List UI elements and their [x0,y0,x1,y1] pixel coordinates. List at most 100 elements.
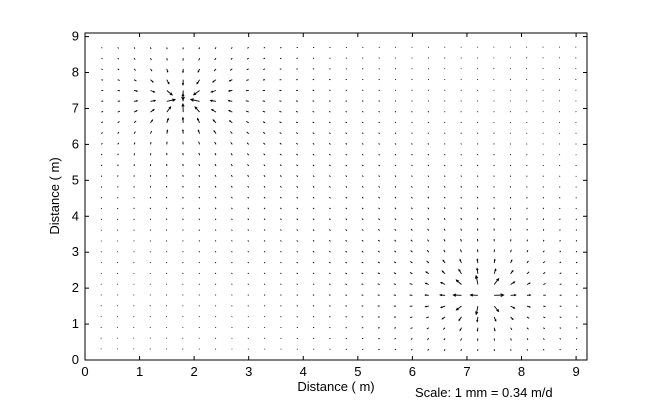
flow-arrow [295,110,298,113]
flow-arrow [133,326,135,329]
flow-arrow [427,348,430,351]
flow-arrow [198,218,201,221]
flow-arrow [394,164,397,167]
flow-arrow [328,110,331,113]
flow-arrow [165,294,168,296]
flow-arrow-head [228,110,231,112]
flow-arrow [475,275,479,285]
flow-arrow [312,143,315,145]
flow-arrow [182,283,184,285]
flow-arrow [149,348,151,350]
flow-arrow [117,57,120,60]
flow-arrow [443,228,446,231]
flow-arrow [279,121,282,124]
flow-arrow [149,294,151,296]
flow-arrow [394,121,397,124]
flow-arrow [133,68,137,71]
y-tick-label: 7 [72,100,79,115]
flow-arrow [575,57,577,59]
flow-arrow-head [424,294,427,296]
flow-arrow [378,143,380,145]
flow-arrow-head [181,83,185,86]
flow-arrow-head [528,282,531,285]
flow-arrow [329,185,331,188]
flow-arrow [444,121,446,124]
flow-arrow-head [476,258,479,261]
flow-arrow [101,132,103,134]
flow-arrow-head [152,90,156,93]
flow-arrow [559,338,562,340]
flow-arrow [295,132,299,134]
flow-arrow [427,207,430,210]
flow-arrow [411,121,413,124]
flow-arrow [411,164,413,167]
flow-arrow [459,249,462,253]
flow-arrow [198,47,201,50]
flow-arrow [460,143,462,145]
flow-arrow [296,185,299,188]
flow-arrow [165,305,168,307]
flow-arrow [559,239,561,242]
flow-arrow-head [442,259,445,262]
flow-arrow [296,261,299,264]
flow-arrow [411,111,413,113]
flow-arrow [526,239,528,242]
flow-arrow [361,207,364,210]
flow-arrow-head [474,274,479,279]
flow-arrow [460,338,462,341]
flow-arrow [394,111,397,113]
flow-arrow [214,283,217,285]
flow-arrow [182,218,184,221]
flow-arrow-head [529,294,532,297]
flow-arrow [247,272,249,275]
y-tick-label: 9 [72,29,79,44]
flow-arrow [543,283,546,285]
flow-arrow [394,132,397,134]
flow-arrow [279,164,282,167]
flow-arrow [247,164,250,167]
flow-arrow [493,68,495,70]
flow-arrow [247,47,249,49]
flow-arrow [526,100,528,102]
flow-arrow [361,239,364,242]
flow-arrow [182,229,184,231]
flow-arrow [296,164,299,167]
flow-arrow [279,196,282,199]
flow-arrow [345,196,348,199]
flow-arrow [411,196,413,199]
flow-arrow [393,272,397,275]
flow-arrow [247,218,250,221]
flow-arrow [328,132,331,134]
axis-ticks: 0 1 2 3 4 5 6 7 8 9 0 1 2 3 4 5 6 7 8 9 [72,29,587,379]
flow-arrow [456,279,462,285]
flow-arrow [279,185,282,188]
flow-arrow [279,153,282,156]
flow-arrow [133,120,137,124]
flow-arrow [231,272,233,275]
flow-arrow [229,68,233,71]
flow-arrow [427,175,430,177]
flow-arrow [247,196,250,199]
flow-arrow [150,68,153,72]
flow-arrow [410,207,413,210]
flow-arrow-head [476,329,479,332]
flow-arrow [246,131,249,134]
flow-arrow [427,89,430,91]
flow-arrow [190,99,200,102]
flow-arrow [426,327,430,330]
flow-arrow [182,261,184,264]
flow-arrow [476,228,479,231]
flow-arrow [262,121,266,124]
flow-arrow [460,111,462,113]
flow-arrow [263,261,266,264]
flow-arrow [280,250,282,253]
flow-arrow [345,272,348,275]
flow-arrow [378,121,380,124]
flow-arrow [328,272,331,275]
flow-arrow [328,250,331,253]
flow-arrow [526,260,529,264]
flow-arrow [194,106,200,113]
flow-arrow [214,261,217,264]
flow-arrow [378,111,380,113]
